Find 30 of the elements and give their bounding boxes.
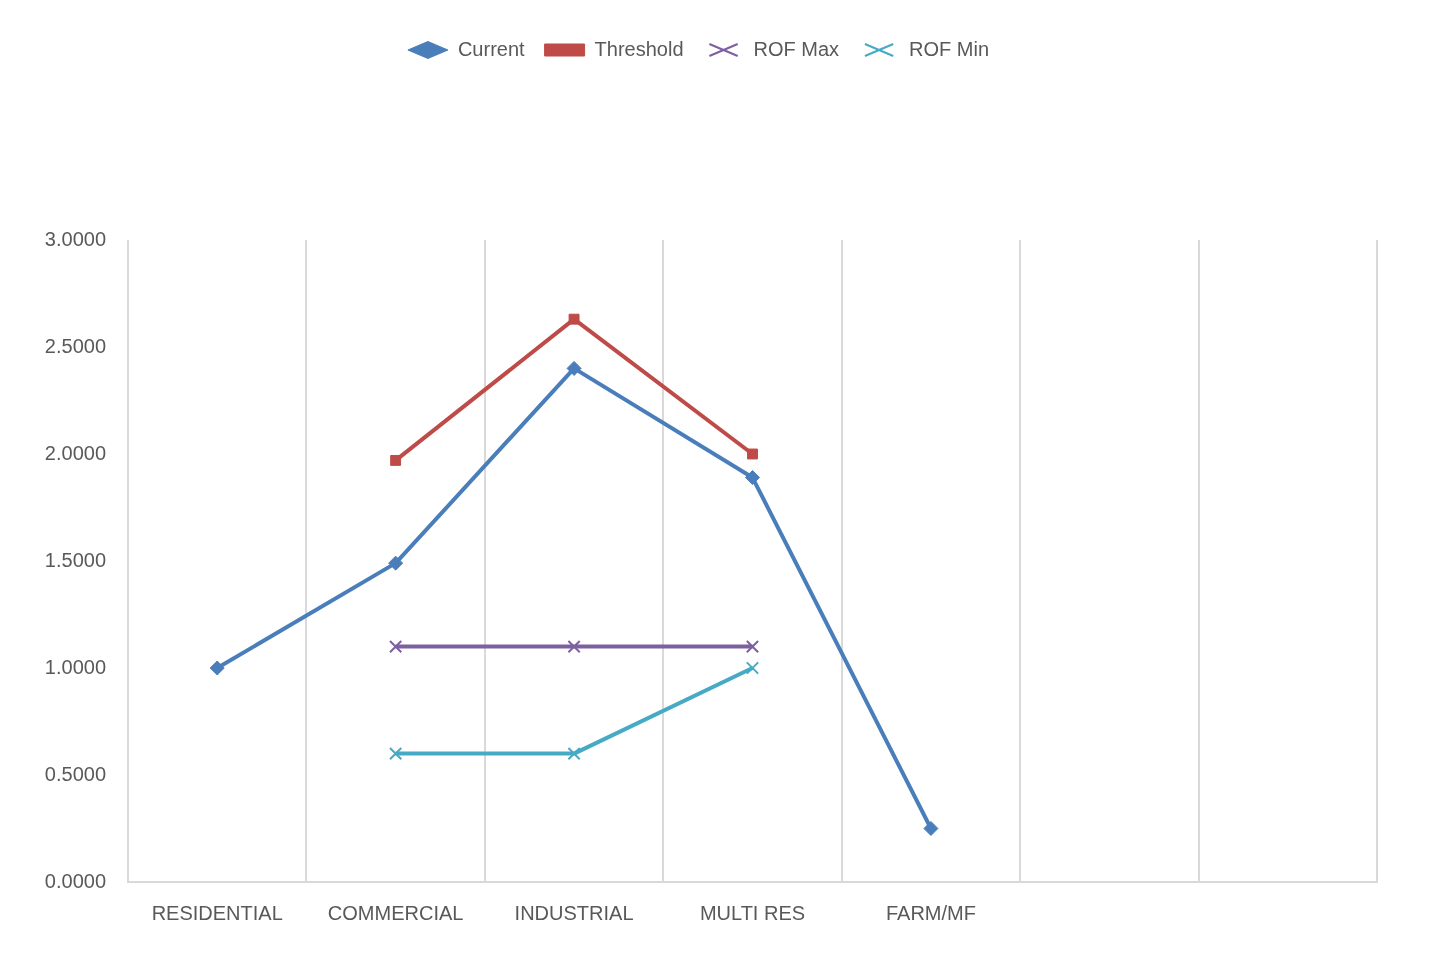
legend-label: Threshold — [594, 37, 684, 60]
y-tick-label: 0.0000 — [44, 869, 106, 892]
x-tick-label: FARM/MF — [885, 901, 976, 924]
x-tick-label: MULTI RES — [699, 901, 806, 924]
y-tick-label: 2.5000 — [44, 334, 106, 357]
point — [745, 661, 760, 675]
legend-label: ROF Max — [753, 37, 840, 60]
y-tick-label: 1.5000 — [44, 548, 106, 571]
y-tick-label: 0.5000 — [44, 762, 106, 785]
point — [567, 746, 581, 761]
legend-label: ROF Min — [909, 37, 990, 60]
x-tick-label: RESIDENTIAL — [151, 901, 283, 924]
point — [747, 448, 758, 460]
point — [745, 639, 760, 654]
y-tick-label: 1.0000 — [44, 655, 106, 678]
point — [388, 639, 403, 654]
x-tick-label: INDUSTRIAL — [514, 901, 634, 924]
x-tick-label: COMMERCIAL — [327, 901, 464, 924]
point — [567, 639, 581, 654]
point — [388, 746, 403, 761]
legend-label: Current — [457, 37, 526, 60]
point — [390, 454, 402, 466]
point — [209, 660, 225, 676]
point — [568, 313, 580, 325]
point — [923, 821, 939, 836]
point — [566, 360, 582, 376]
point — [745, 470, 760, 486]
y-tick-label: 2.0000 — [44, 441, 106, 464]
point — [388, 555, 404, 571]
y-tick-label: 3.0000 — [44, 227, 106, 250]
